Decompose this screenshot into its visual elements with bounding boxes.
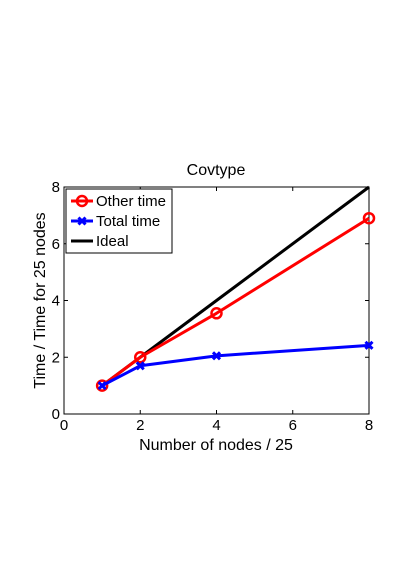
data-point-other-time [362,211,376,225]
legend-entry-ideal: Ideal [71,233,129,250]
data-point-other-time [95,379,109,392]
series-total-time [97,340,374,391]
data-point-total-time-stroke-b [135,361,145,371]
data-point-other-time [210,307,223,320]
data-point-total-time-stroke-b [364,340,374,350]
legend-marker-stroke-b [77,216,87,226]
y-tick-label: 8 [52,179,60,196]
legend: Other time Total time Ideal [65,188,173,254]
legend-entry-other-time: Other time [71,193,166,210]
x-tick-label: 2 [136,417,144,434]
y-tick-label: 4 [52,293,60,310]
series-lines [95,185,376,392]
legend-label: Ideal [96,233,129,250]
series-other-time [95,211,376,392]
data-point-other-time [134,351,147,364]
legend-label: Other time [96,193,166,210]
legend-label: Total time [96,213,160,230]
data-point-total-time-stroke-b [97,381,107,391]
data-point-total-time [211,351,222,361]
legend-marker [75,194,89,208]
data-point-total-time [135,361,145,371]
x-axis-label: Number of nodes / 25 [139,437,293,454]
y-tick-label: 6 [52,236,60,253]
data-point-total-time-stroke-b [211,351,222,361]
y-axis-label: Time / Time for 25 nodes [32,212,49,388]
x-tick-label: 0 [60,417,68,434]
x-tick-label: 8 [365,417,373,434]
x-tick-label: 6 [289,417,297,434]
x-tick-label: 4 [212,417,220,434]
legend-marker [77,216,87,226]
series-line-total-time [101,343,370,387]
legend-entry-total-time: Total time [71,213,160,230]
series-line-other-time [101,216,370,387]
y-tick-label: 2 [52,349,60,366]
data-point-total-time [97,381,107,391]
chart-title: Covtype [187,162,246,179]
data-point-total-time [364,340,374,350]
y-tick-label: 0 [52,406,60,423]
